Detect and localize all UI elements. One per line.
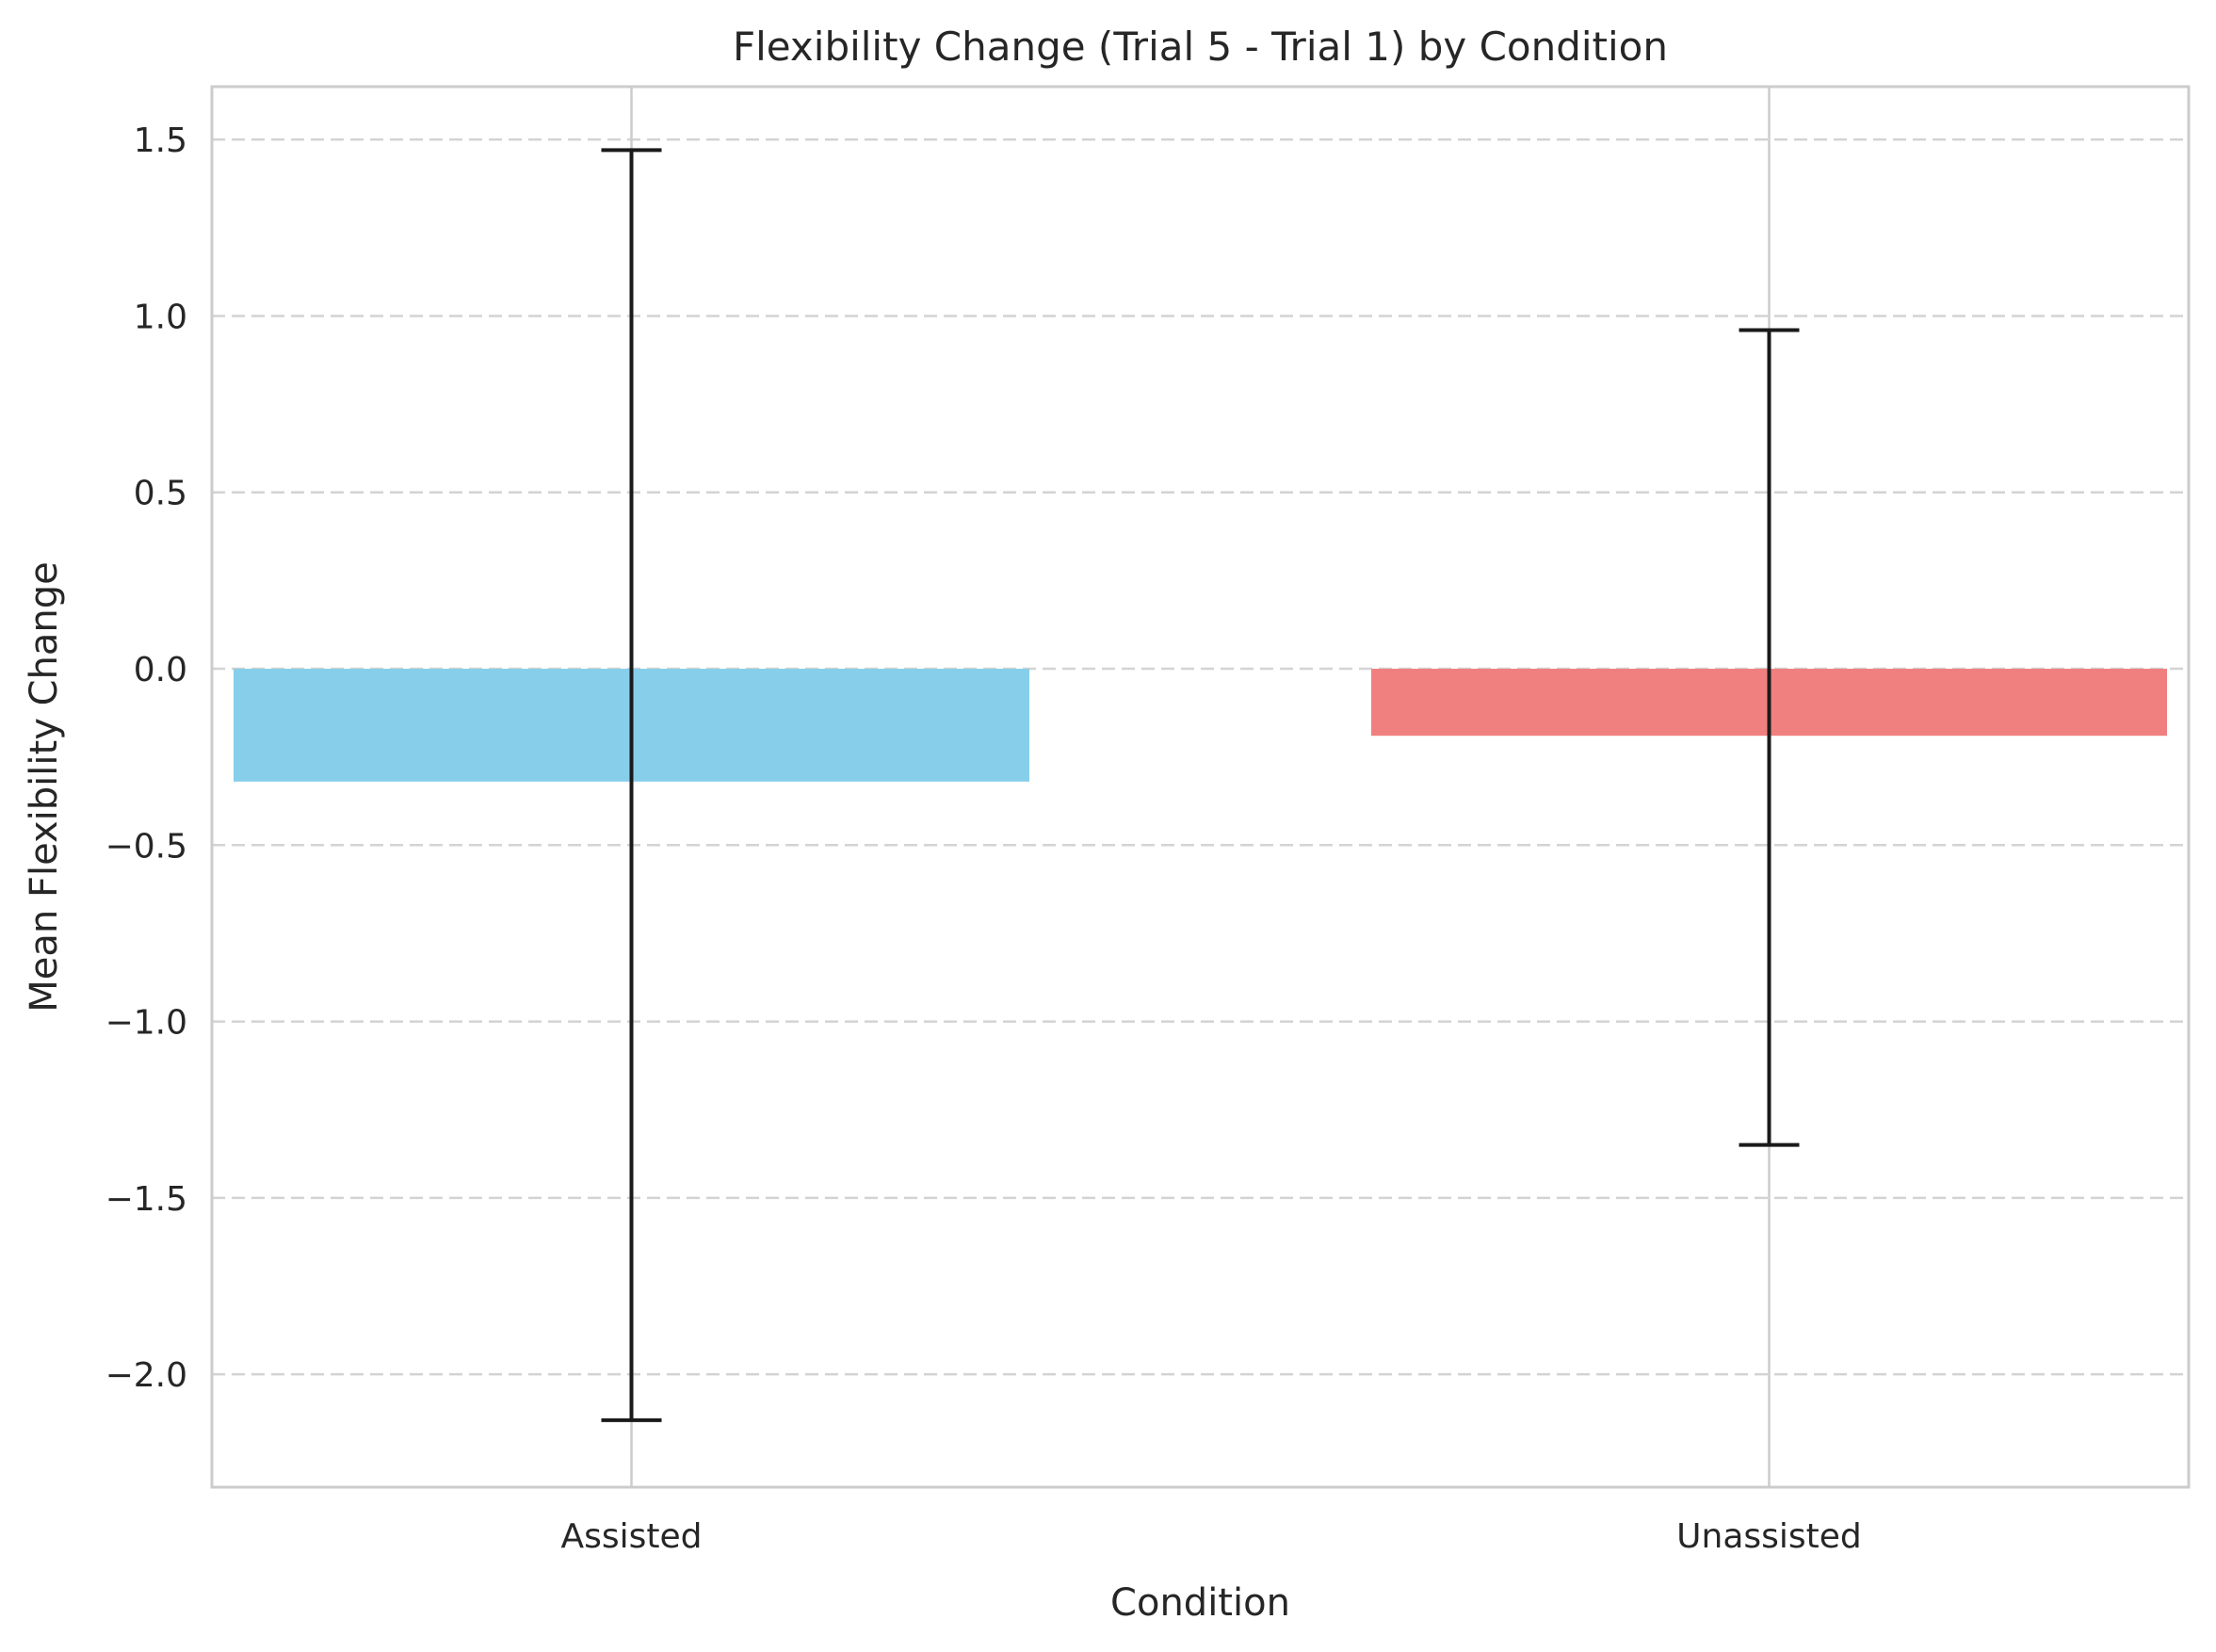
error-bars	[601, 148, 1800, 1422]
plot-frame	[210, 85, 2191, 1489]
y-tick-label: −2.0	[105, 1356, 187, 1395]
x-axis-ticks: Assisted Unassisted	[560, 1517, 1861, 1556]
chart-title: Flexibility Change (Trial 5 - Trial 1) b…	[733, 24, 1668, 70]
y-axis-ticks: 1.5 1.0 0.5 0.0 −0.5 −1.0 −1.5 −2.0	[105, 121, 187, 1395]
x-tick-label: Assisted	[560, 1517, 702, 1556]
y-tick-label: 0.5	[134, 475, 187, 513]
y-tick-label: −1.0	[105, 1004, 187, 1043]
y-tick-label: 0.0	[134, 651, 187, 689]
y-tick-label: −0.5	[105, 827, 187, 866]
y-tick-label: 1.0	[134, 298, 187, 336]
x-tick-label: Unassisted	[1676, 1517, 1862, 1556]
y-tick-label: 1.5	[134, 121, 187, 160]
y-tick-label: −1.5	[105, 1180, 187, 1219]
y-axis-label: Mean Flexibility Change	[23, 561, 66, 1012]
x-axis-label: Condition	[1110, 1581, 1290, 1625]
